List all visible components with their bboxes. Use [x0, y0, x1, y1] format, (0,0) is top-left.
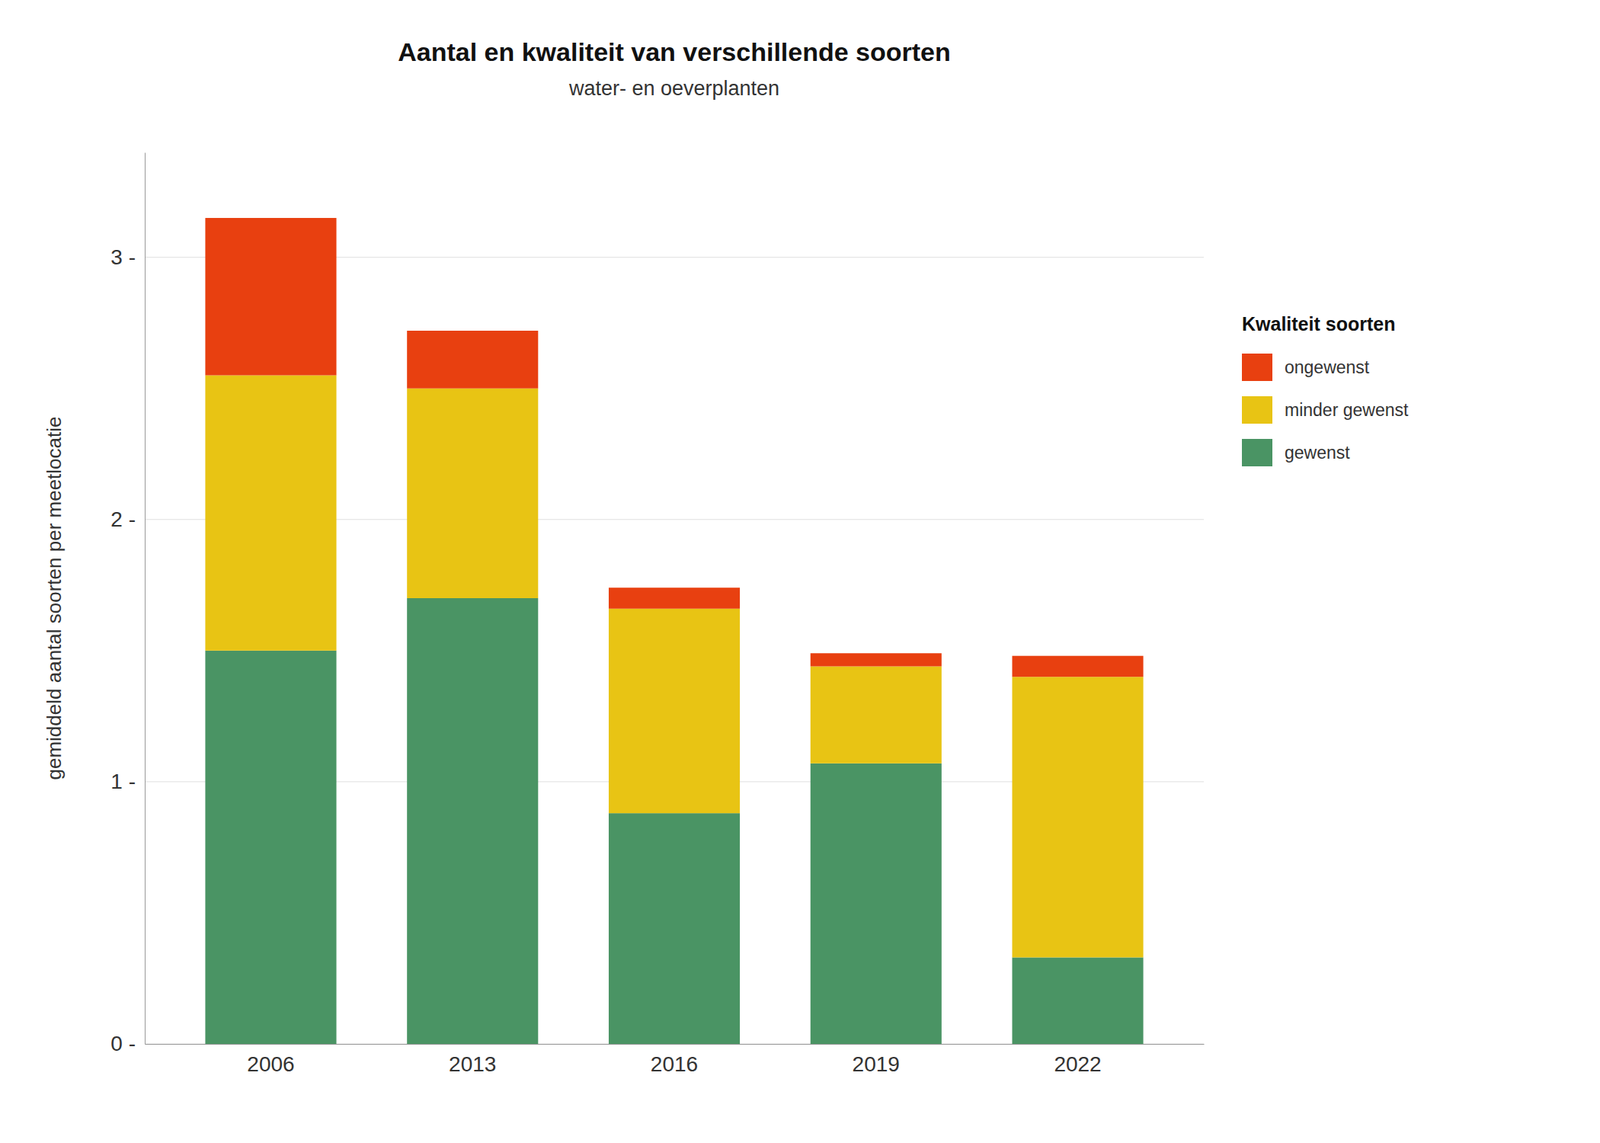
- bar-segment: [204, 217, 336, 375]
- x-axis: 2006 2013 2016 2019 2022: [145, 1043, 1205, 1076]
- bar-segment: [608, 608, 740, 813]
- bar-segment: [406, 330, 538, 389]
- title: Aantal en kwaliteit van verschillende so…: [397, 37, 951, 67]
- bar-segment: [810, 652, 942, 666]
- legend-label: minder gewenst: [1284, 400, 1409, 420]
- x-tick-label: 2013: [448, 1052, 496, 1076]
- x-tick: 2013: [448, 1043, 496, 1076]
- y-tick: 0 -: [110, 1031, 145, 1056]
- legend-swatch: [1241, 353, 1273, 381]
- series: [204, 217, 1143, 677]
- y-tick: 2 -: [110, 507, 145, 532]
- legend-item: minder gewenst: [1241, 396, 1409, 424]
- bar-segment: [406, 598, 538, 1044]
- bar-segment: [608, 812, 740, 1044]
- x-tick: 2022: [1053, 1043, 1101, 1076]
- bar-segment: [810, 665, 942, 763]
- chart: 0 - 1 - 2 - 3 - 2006 2013 2016 2019 2022 gemiddel…: [0, 0, 1600, 1143]
- legend-swatch: [1241, 438, 1273, 467]
- y-tick-label: 3 -: [110, 245, 136, 269]
- bar-segment: [204, 650, 336, 1044]
- y-tick: 1 -: [110, 769, 145, 794]
- bar-segment: [810, 763, 942, 1044]
- series: [204, 375, 1143, 958]
- x-tick-label: 2016: [650, 1052, 698, 1076]
- bar-segment: [204, 375, 336, 651]
- y-tick-label: 1 -: [110, 769, 136, 794]
- legend-swatch: [1241, 396, 1273, 424]
- y-axis-line: [144, 153, 146, 1045]
- legend-label: gewenst: [1284, 442, 1351, 463]
- y-axis-title: gemiddeld aantal soorten per meetlocatie: [42, 416, 66, 781]
- bar-segment: [1011, 676, 1143, 957]
- x-tick: 2006: [246, 1043, 295, 1076]
- x-tick-label: 2006: [246, 1052, 295, 1076]
- bar-segment: [608, 587, 740, 609]
- y-tick-label: 0 -: [110, 1031, 136, 1056]
- legend-item: gewenst: [1241, 438, 1351, 467]
- y-axis: 0 - 1 - 2 - 3 -: [110, 153, 145, 1056]
- legend: Kwaliteit soorten ongewenst minder gewenst…: [1241, 313, 1409, 467]
- x-tick-label: 2019: [852, 1052, 900, 1076]
- subtitle: water- en oeverplanten: [568, 76, 780, 100]
- legend-title: Kwaliteit soorten: [1241, 313, 1396, 335]
- x-tick: 2019: [852, 1043, 900, 1076]
- y-tick-label: 2 -: [110, 507, 136, 532]
- legend-label: ongewenst: [1284, 357, 1370, 378]
- x-tick-label: 2022: [1053, 1052, 1101, 1076]
- bar-segment: [1011, 656, 1143, 678]
- series: [204, 598, 1143, 1044]
- legend-item: ongewenst: [1241, 353, 1370, 381]
- plot: 0 - 1 - 2 - 3 - 2006 2013 2016 2019 2022: [110, 153, 1204, 1076]
- x-tick: 2016: [650, 1043, 698, 1076]
- bar-segment: [1011, 956, 1143, 1044]
- y-tick: 3 -: [110, 245, 145, 269]
- x-axis-line: [145, 1043, 1205, 1045]
- bars: [204, 217, 1143, 1044]
- bar-segment: [406, 388, 538, 599]
